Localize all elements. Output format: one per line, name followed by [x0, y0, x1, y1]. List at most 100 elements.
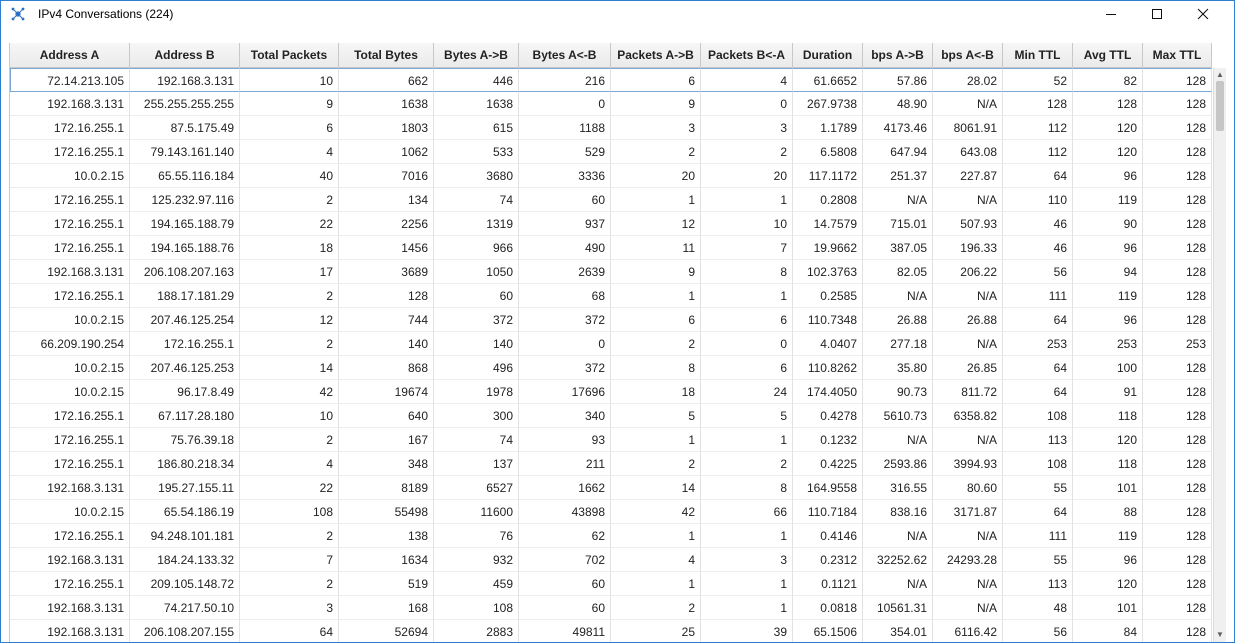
column-header[interactable]: Bytes A->B [434, 43, 519, 67]
table-cell: 111 [1003, 284, 1073, 308]
table-cell: 4 [701, 68, 793, 92]
table-cell: 206.108.207.155 [130, 620, 240, 642]
table-cell: 3336 [519, 164, 611, 188]
column-header[interactable]: Duration [793, 43, 863, 67]
table-row[interactable]: 172.16.255.1 194.165.188.76 18 1456 966 490 11… [10, 236, 1212, 260]
table-row[interactable]: 172.16.255.1 94.248.101.181 2 138 76 62 1 1 0.41… [10, 524, 1212, 548]
table-row[interactable]: 172.16.255.1 79.143.161.140 4 1062 533 529 2 2 6… [10, 140, 1212, 164]
table-cell: 372 [519, 356, 611, 380]
table-cell: 168 [339, 596, 434, 620]
table-row[interactable]: 192.168.3.131 255.255.255.255 9 1638 1638 0 9 0… [10, 92, 1212, 116]
table-row[interactable]: 66.209.190.254 172.16.255.1 2 140 140 0 2 0 4.04… [10, 332, 1212, 356]
scroll-down-icon[interactable]: ▼ [1216, 629, 1224, 639]
table-cell: 715.01 [863, 212, 933, 236]
table-row[interactable]: 192.168.3.131 206.108.207.155 64 52694 2883 4… [10, 620, 1212, 642]
vertical-scrollbar[interactable]: ▲ ▼ [1213, 68, 1226, 642]
table-cell: 196.33 [933, 236, 1003, 260]
table-cell: 72.14.213.105 [10, 68, 130, 92]
table-row[interactable]: 10.0.2.15 65.54.186.19 108 55498 11600 43898 4… [10, 500, 1212, 524]
table-cell: 8189 [339, 476, 434, 500]
column-header[interactable]: Address A [10, 43, 130, 67]
column-header[interactable]: bps A<-B [933, 43, 1003, 67]
table-cell: 253 [1143, 332, 1212, 356]
table-cell: 96 [1073, 164, 1143, 188]
table-cell: 128 [1143, 212, 1212, 236]
table-row[interactable]: 192.168.3.131 74.217.50.10 3 168 108 60 2 1 0.08… [10, 596, 1212, 620]
table-cell: 94 [1073, 260, 1143, 284]
maximize-button[interactable] [1134, 1, 1180, 27]
table-cell: 1 [611, 188, 701, 212]
table-cell: 128 [1143, 356, 1212, 380]
table-cell: N/A [933, 332, 1003, 356]
table-cell: 6 [701, 356, 793, 380]
table-cell: 1188 [519, 116, 611, 140]
table-row[interactable]: 10.0.2.15 207.46.125.254 12 744 372 372 6 6 110.… [10, 308, 1212, 332]
table-cell: 6.5808 [793, 140, 863, 164]
table-row[interactable]: 10.0.2.15 207.46.125.253 14 868 496 372 8 6 110.… [10, 356, 1212, 380]
table-row[interactable]: 172.16.255.1 67.117.28.180 10 640 300 340 5 5 0.… [10, 404, 1212, 428]
table-cell: 11 [611, 236, 701, 260]
column-header[interactable]: bps A->B [863, 43, 933, 67]
table-cell: 90 [1073, 212, 1143, 236]
table-cell: 372 [434, 308, 519, 332]
table-row[interactable]: 172.16.255.1 87.5.175.49 6 1803 615 1188 3 3 1.1… [10, 116, 1212, 140]
table-cell: 459 [434, 572, 519, 596]
column-header[interactable]: Min TTL [1003, 43, 1073, 67]
table-row[interactable]: 172.16.255.1 125.232.97.116 2 134 74 60 1 1 0.28… [10, 188, 1212, 212]
table-cell: 348 [339, 452, 434, 476]
table-row[interactable]: 172.16.255.1 188.17.181.29 2 128 60 68 1 1 0.258… [10, 284, 1212, 308]
table-cell: 3171.87 [933, 500, 1003, 524]
table-row[interactable]: 172.16.255.1 75.76.39.18 2 167 74 93 1 1 0.1232 N… [10, 428, 1212, 452]
table-cell: 255.255.255.255 [130, 92, 240, 116]
table-row[interactable]: 172.16.255.1 209.105.148.72 2 519 459 60 1 1 0.1… [10, 572, 1212, 596]
table-cell: 55 [1003, 476, 1073, 500]
table-cell: 128 [1143, 236, 1212, 260]
table-cell: 118 [1073, 404, 1143, 428]
table-cell: 174.4050 [793, 380, 863, 404]
column-header[interactable]: Bytes A<-B [519, 43, 611, 67]
table-cell: 195.27.155.11 [130, 476, 240, 500]
table-row[interactable]: 172.16.255.1 186.80.218.34 4 348 137 211 2 2 0.4… [10, 452, 1212, 476]
table-cell: 42 [240, 380, 339, 404]
table-cell: 172.16.255.1 [10, 116, 130, 140]
table-cell: 112 [1003, 140, 1073, 164]
column-header[interactable]: Address B [130, 43, 240, 67]
table-row[interactable]: 10.0.2.15 65.55.116.184 40 7016 3680 3336 20 20… [10, 164, 1212, 188]
table-row[interactable]: 192.168.3.131 184.24.133.32 7 1634 932 702 4 3 0… [10, 548, 1212, 572]
column-header[interactable]: Packets A->B [611, 43, 701, 67]
table-cell: 96.17.8.49 [130, 380, 240, 404]
table-cell: 108 [240, 500, 339, 524]
close-button[interactable] [1180, 1, 1226, 27]
title-bar[interactable]: IPv4 Conversations (224) [1, 1, 1234, 27]
table-cell: 9 [611, 260, 701, 284]
table-cell: 3994.93 [933, 452, 1003, 476]
table-cell: 17 [240, 260, 339, 284]
table-cell: 3 [701, 116, 793, 140]
scroll-up-icon[interactable]: ▲ [1216, 69, 1224, 79]
table-row[interactable]: 172.16.255.1 194.165.188.79 22 2256 1319 937 1… [10, 212, 1212, 236]
table-row[interactable]: 192.168.3.131 206.108.207.163 17 3689 1050 26… [10, 260, 1212, 284]
table-cell: 14 [240, 356, 339, 380]
table-cell: 79.143.161.140 [130, 140, 240, 164]
column-header[interactable]: Max TTL [1143, 43, 1212, 67]
table-cell: 113 [1003, 428, 1073, 452]
window-title: IPv4 Conversations (224) [38, 7, 174, 21]
column-header[interactable]: Total Packets [240, 43, 339, 67]
table-cell: 17696 [519, 380, 611, 404]
table-row[interactable]: 10.0.2.15 96.17.8.49 42 19674 1978 17696 18 24 1… [10, 380, 1212, 404]
column-header[interactable]: Avg TTL [1073, 43, 1143, 67]
table-cell: 702 [519, 548, 611, 572]
scroll-thumb[interactable] [1216, 81, 1224, 131]
table-body[interactable]: 72.14.213.105 192.168.3.131 10 662 446 216 6 4 6… [10, 68, 1212, 642]
column-header[interactable]: Total Bytes [339, 43, 434, 67]
table-row[interactable]: 72.14.213.105 192.168.3.131 10 662 446 216 6 4 6… [10, 68, 1212, 92]
table-cell: 128 [1143, 380, 1212, 404]
table-cell: 211 [519, 452, 611, 476]
table-cell: N/A [933, 524, 1003, 548]
table-row[interactable]: 192.168.3.131 195.27.155.11 22 8189 6527 1662… [10, 476, 1212, 500]
table-cell: 6 [240, 116, 339, 140]
table-cell: 93 [519, 428, 611, 452]
minimize-button[interactable] [1088, 1, 1134, 27]
table-cell: 137 [434, 452, 519, 476]
column-header[interactable]: Packets B<-A [701, 43, 793, 67]
